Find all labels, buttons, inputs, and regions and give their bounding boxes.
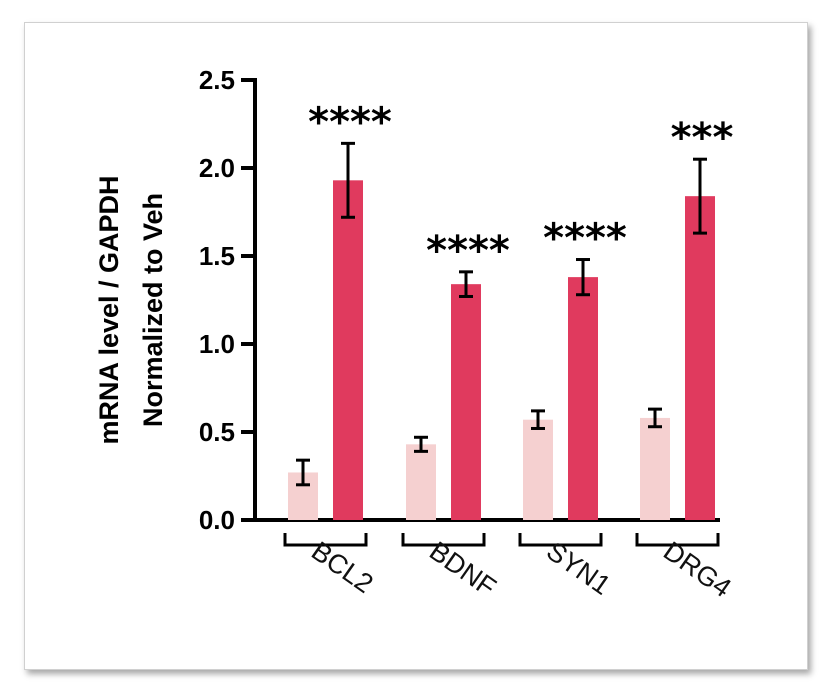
y-tick-label: 1.5 [199, 241, 235, 271]
significance-marker: *** [671, 115, 734, 161]
significance-marker: **** [308, 99, 392, 145]
significance-markers: ******** ******* [308, 99, 733, 273]
axes: 0.0 0.5 1.0 1.5 2.0 2.5 [199, 65, 720, 535]
y-axis-label-line1: mRNA level / GAPDH [94, 175, 124, 444]
error-bars [296, 141, 707, 487]
bar [523, 419, 553, 520]
bars [288, 180, 715, 520]
y-axis-label-line2: Normalized to Veh [138, 193, 168, 427]
significance-marker: **** [543, 216, 627, 262]
y-tick-label: 2.0 [199, 153, 235, 183]
bar [333, 180, 363, 520]
bar [685, 196, 715, 520]
significance-marker: **** [426, 228, 510, 274]
category-bracket [518, 533, 603, 547]
bar [568, 277, 598, 520]
bar [640, 417, 670, 520]
y-axis-label: mRNA level / GAPDH Normalized to Veh [94, 175, 168, 444]
category-bracket [401, 533, 486, 547]
y-tick-label: 2.5 [199, 65, 235, 95]
y-tick-label: 0.0 [199, 505, 235, 535]
y-tick-label: 1.0 [199, 329, 235, 359]
y-tick-label: 0.5 [199, 417, 235, 447]
category-labels: BCL2 BDNF SYN1 DRG4 [283, 533, 737, 603]
chart-frame [24, 22, 808, 670]
bar [406, 444, 436, 520]
category-bracket [635, 533, 720, 547]
bar [451, 284, 481, 520]
category-bracket [283, 533, 368, 547]
